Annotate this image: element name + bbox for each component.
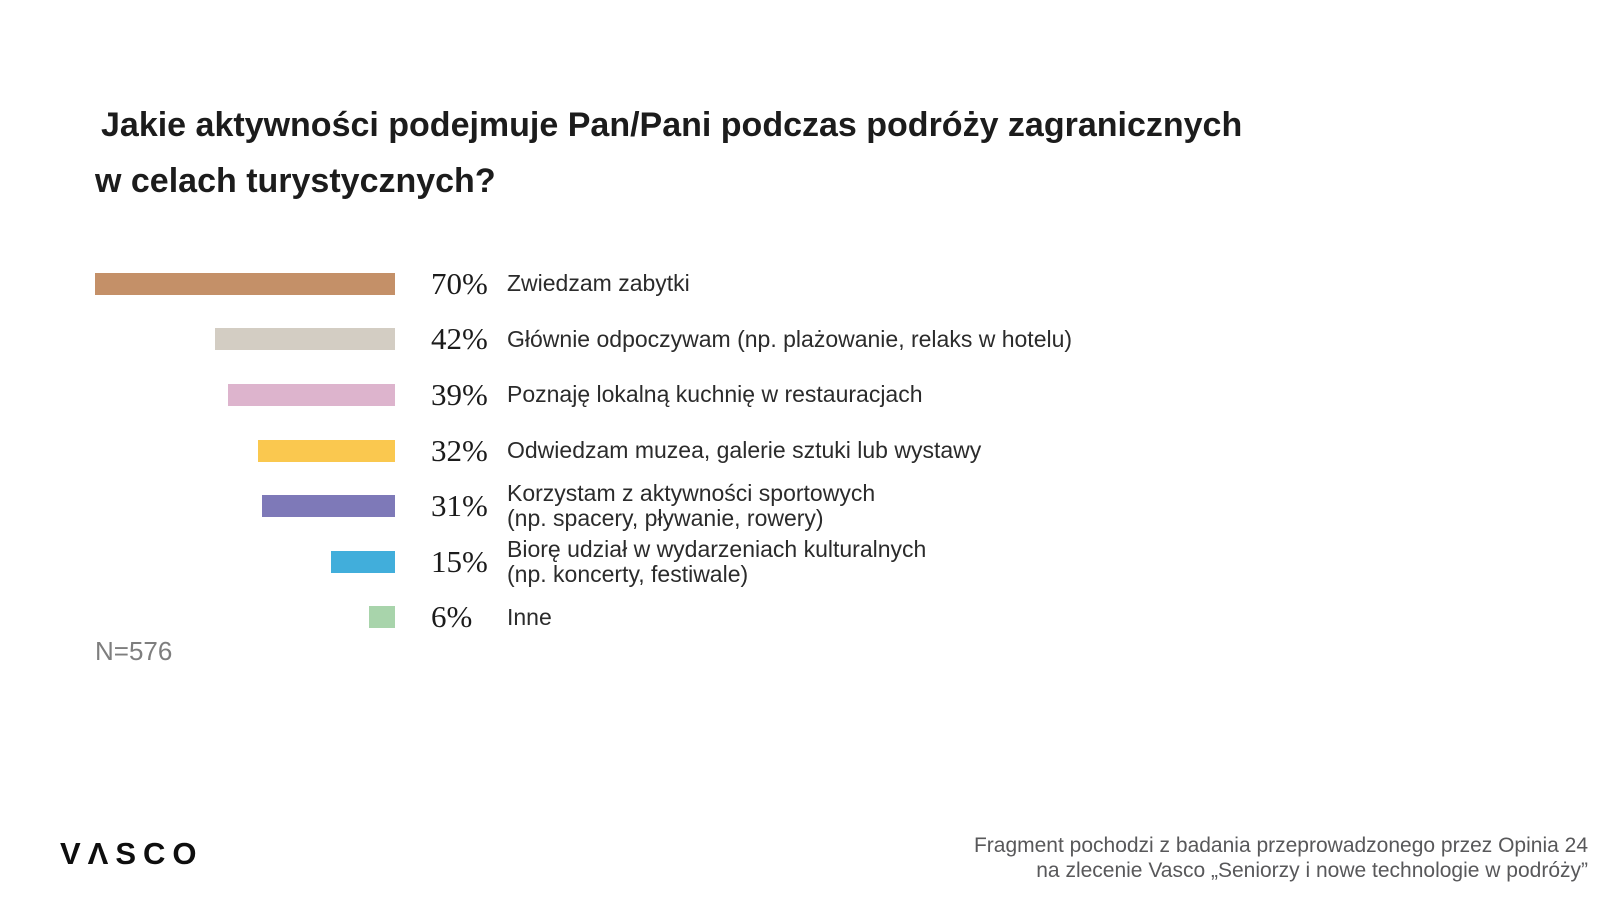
category-label: Głównie odpoczywam (np. plażowanie, rela… bbox=[507, 325, 1073, 352]
bar-track bbox=[95, 272, 395, 295]
bar-track bbox=[95, 439, 395, 462]
category-line: Inne bbox=[507, 603, 552, 630]
percent-label: 15% bbox=[431, 543, 488, 579]
bar-chart: 70% Zwiedzam zabytki 42% Głównie odpoczy… bbox=[95, 256, 1072, 645]
chart-row: 31% Korzystam z aktywności sportowych (n… bbox=[95, 478, 1072, 534]
source-note-line1: Fragment pochodzi z badania przeprowadzo… bbox=[973, 834, 1588, 857]
category-label: Biorę udział w wydarzeniach kulturalnych… bbox=[507, 535, 927, 587]
category-line: Biorę udział w wydarzeniach kulturalnych bbox=[507, 535, 927, 562]
bar-track bbox=[95, 606, 395, 629]
bar-track bbox=[95, 495, 395, 518]
bar-glownie-odpoczywam bbox=[215, 328, 395, 351]
bar-track bbox=[95, 328, 395, 351]
vasco-logo: VΛSCO bbox=[60, 836, 204, 871]
percent-label: 31% bbox=[431, 488, 488, 524]
category-line: Odwiedzam muzea, galerie sztuki lub wyst… bbox=[507, 437, 982, 464]
bar-track bbox=[95, 550, 395, 573]
category-line: Korzystam z aktywności sportowych bbox=[507, 480, 876, 507]
bar-lokalna-kuchnia bbox=[227, 383, 395, 406]
bar-aktywnosci-sportowe bbox=[262, 495, 395, 518]
bar-muzea-galerie bbox=[257, 439, 395, 462]
percent-label: 70% bbox=[431, 265, 488, 301]
bar-zwiedzam-zabytki bbox=[95, 272, 395, 295]
category-label: Odwiedzam muzea, galerie sztuki lub wyst… bbox=[507, 438, 981, 463]
category-line: Zwiedzam zabytki bbox=[507, 270, 690, 297]
chart-row: 39% Poznaję lokalną kuchnię w restauracj… bbox=[95, 367, 1072, 423]
source-note: Fragment pochodzi z badania przeprowadzo… bbox=[974, 833, 1588, 883]
category-line: (np. spacery, pływanie, rowery) bbox=[507, 505, 824, 532]
chart-row: 15% Biorę udział w wydarzeniach kultural… bbox=[95, 534, 1072, 590]
percent-label: 32% bbox=[431, 432, 488, 468]
chart-title: Jakie aktywności podejmuje Pan/Pani podc… bbox=[95, 97, 1242, 209]
chart-title-line2: w celach turystycznych? bbox=[95, 162, 496, 200]
chart-row: 70% Zwiedzam zabytki bbox=[95, 256, 1072, 312]
category-line: (np. koncerty, festiwale) bbox=[507, 560, 749, 587]
bar-track bbox=[95, 383, 395, 406]
category-label: Inne bbox=[507, 603, 552, 630]
chart-title-line1: Jakie aktywności podejmuje Pan/Pani podc… bbox=[101, 106, 1243, 144]
bar-wydarzenia-kulturalne bbox=[330, 550, 395, 573]
percent-label: 42% bbox=[431, 321, 488, 357]
percent-label: 6% bbox=[431, 599, 473, 635]
sample-size-label: N=576 bbox=[95, 636, 173, 666]
category-label: Korzystam z aktywności sportowych (np. s… bbox=[507, 481, 875, 531]
bar-inne bbox=[369, 606, 395, 629]
category-line: Głównie odpoczywam (np. plażowanie, rela… bbox=[507, 325, 1073, 352]
percent-label: 39% bbox=[431, 376, 488, 412]
chart-row: 32% Odwiedzam muzea, galerie sztuki lub … bbox=[95, 423, 1072, 479]
category-label: Zwiedzam zabytki bbox=[507, 271, 690, 296]
category-line: Poznaję lokalną kuchnię w restauracjach bbox=[507, 381, 923, 408]
chart-row: 6% Inne bbox=[95, 590, 1072, 646]
category-label: Poznaję lokalną kuchnię w restauracjach bbox=[507, 382, 923, 407]
source-note-line2: na zlecenie Vasco „Seniorzy i nowe techn… bbox=[1036, 859, 1588, 882]
chart-row: 42% Głównie odpoczywam (np. plażowanie, … bbox=[95, 312, 1072, 368]
